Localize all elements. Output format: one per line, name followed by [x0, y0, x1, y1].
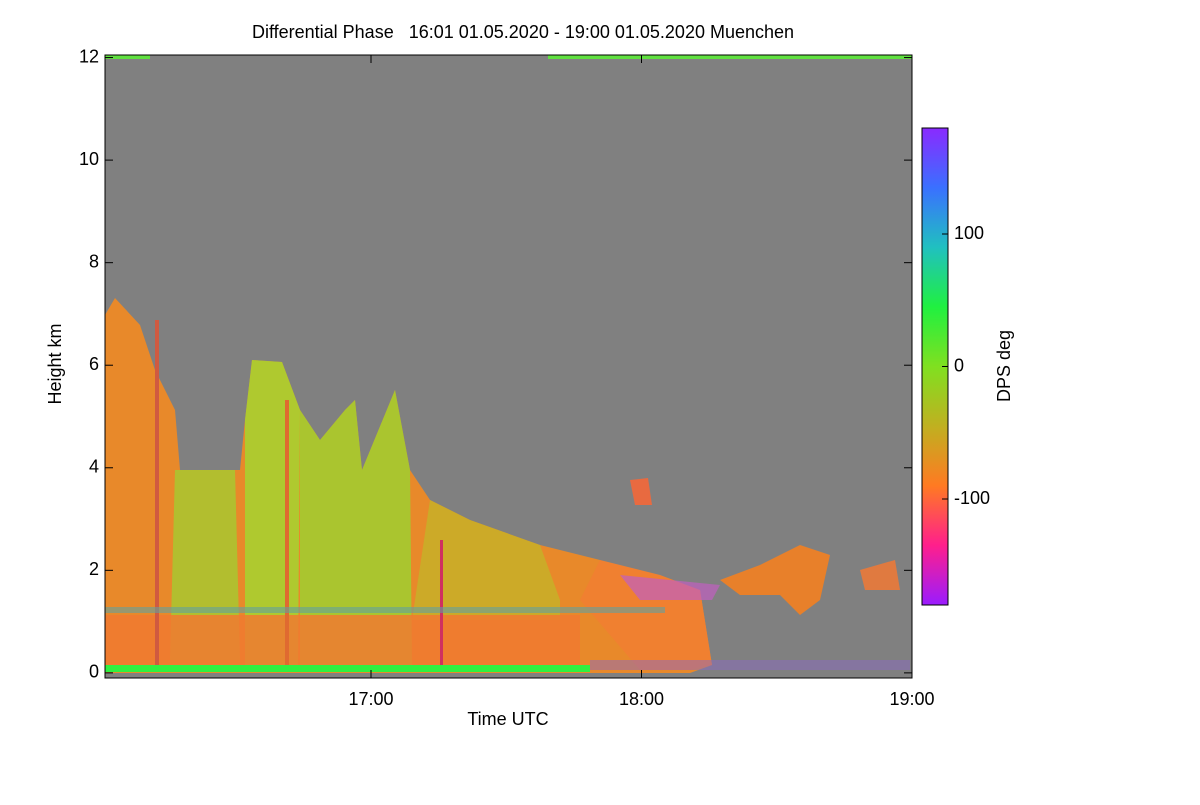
y-axis-label: Height km [45, 323, 65, 404]
x-tick-label: 17:00 [348, 689, 393, 709]
echo-region [620, 575, 720, 600]
echo-streak [285, 400, 289, 665]
y-tick-label: 0 [89, 662, 99, 682]
x-tick-label: 18:00 [619, 689, 664, 709]
echo-region [860, 560, 900, 590]
echo-region [630, 478, 652, 505]
x-tick-label: 19:00 [889, 689, 934, 709]
y-tick-label: 10 [79, 149, 99, 169]
colorbar-tick-label: 100 [954, 223, 984, 243]
y-tick-label: 2 [89, 559, 99, 579]
echo-layer [105, 607, 665, 613]
chart-title: Differential Phase 16:01 01.05.2020 - 19… [252, 22, 794, 42]
echo-region [720, 545, 830, 615]
y-tick-label: 4 [89, 457, 99, 477]
colorbar-tick-label: 0 [954, 355, 964, 375]
x-axis-label: Time UTC [467, 709, 548, 729]
colorbar-label: DPS deg [994, 330, 1014, 402]
y-tick-label: 6 [89, 354, 99, 374]
top-echo [105, 55, 150, 59]
plot-frame [104, 54, 913, 679]
ground-echo [590, 660, 910, 670]
echo-region [105, 615, 580, 665]
colorbar-tick-label: -100 [954, 488, 990, 508]
top-echo [548, 55, 912, 59]
ground-echo [105, 665, 590, 672]
radar-image [105, 55, 912, 673]
echo-streak [155, 320, 159, 665]
echo-streak [440, 540, 443, 665]
y-tick-label: 8 [89, 251, 99, 271]
echo-region [300, 390, 412, 665]
y-tick-label: 12 [79, 46, 99, 66]
echo-region [412, 500, 560, 620]
